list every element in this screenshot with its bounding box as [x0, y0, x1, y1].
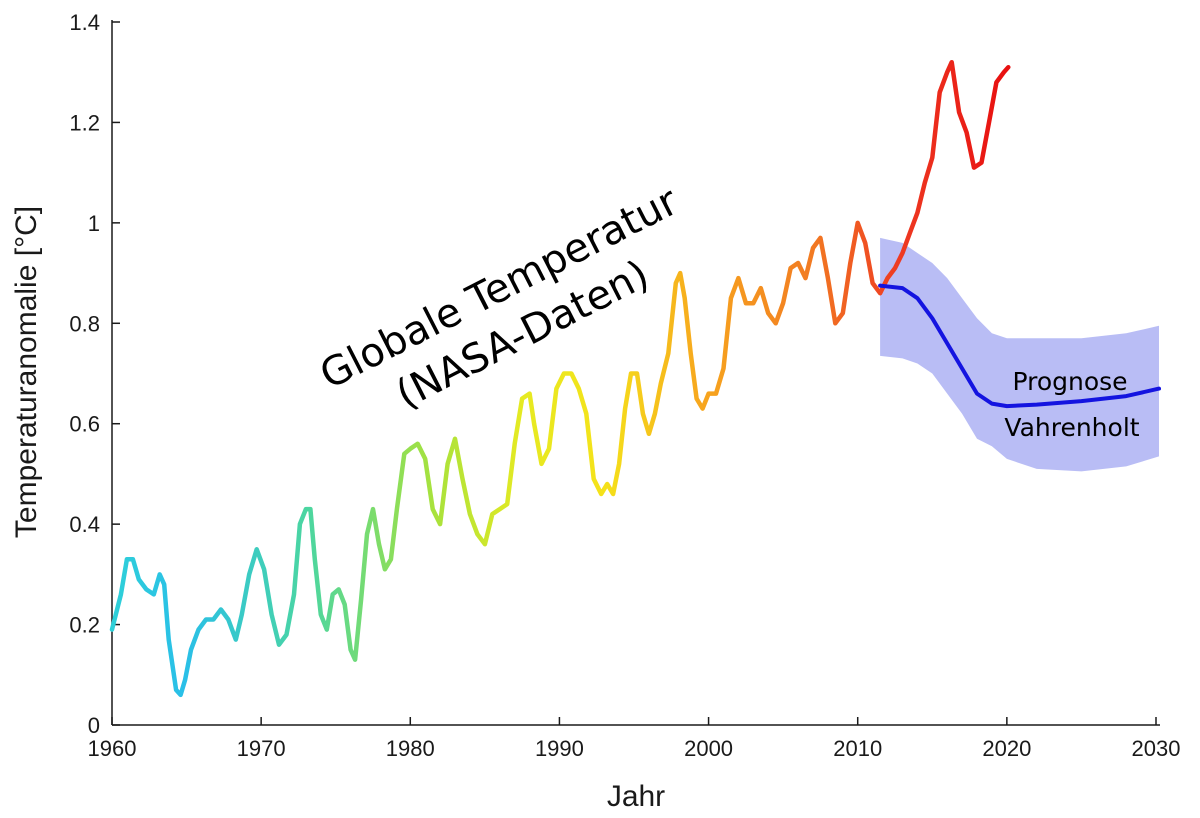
- y-tick-label: 1.2: [69, 110, 100, 135]
- y-tick-label: 0.2: [69, 613, 100, 638]
- x-tick-label: 1970: [237, 736, 286, 761]
- y-tick-label: 1: [88, 211, 100, 236]
- x-tick-label: 1990: [535, 736, 584, 761]
- observed-temperature-line: [109, 59, 1011, 698]
- forecast-band-group: [880, 237, 1159, 472]
- x-tick-label: 2010: [833, 736, 882, 761]
- forecast-annotation-line1: Prognose: [1012, 367, 1127, 396]
- y-tick-label: 0.6: [69, 412, 100, 437]
- forecast-annotation-line2: Vahrenholt: [1004, 413, 1139, 442]
- x-tick-label: 1980: [386, 736, 435, 761]
- y-tick-label: 1.4: [69, 10, 100, 35]
- series-group: [109, 59, 1161, 698]
- y-tick-label: 0.8: [69, 311, 100, 336]
- x-tick-label: 2030: [1132, 736, 1181, 761]
- axes: 1960 1970 1980 1990 2000 2010 2020 2030 0 0.2 0.4…: [69, 10, 1180, 761]
- forecast-uncertainty-band: [880, 237, 1159, 472]
- forecast-line: [878, 283, 1161, 409]
- y-axis-title: Temperaturanomalie [°C]: [10, 206, 43, 538]
- y-tick-label: 0: [88, 713, 100, 738]
- x-tick-label: 1960: [88, 736, 137, 761]
- observed-annotation: Globale Temperatur (NASA-Daten): [313, 178, 686, 418]
- x-ticks: 1960 1970 1980 1990 2000 2010 2020 2030: [88, 717, 1181, 761]
- x-tick-label: 2020: [982, 736, 1031, 761]
- x-axis-title: Jahr: [607, 780, 665, 813]
- x-tick-label: 2000: [684, 736, 733, 761]
- y-tick-label: 0.4: [69, 512, 100, 537]
- y-ticks: 0 0.2 0.4 0.6 0.8 1 1.2 1.4: [69, 10, 120, 738]
